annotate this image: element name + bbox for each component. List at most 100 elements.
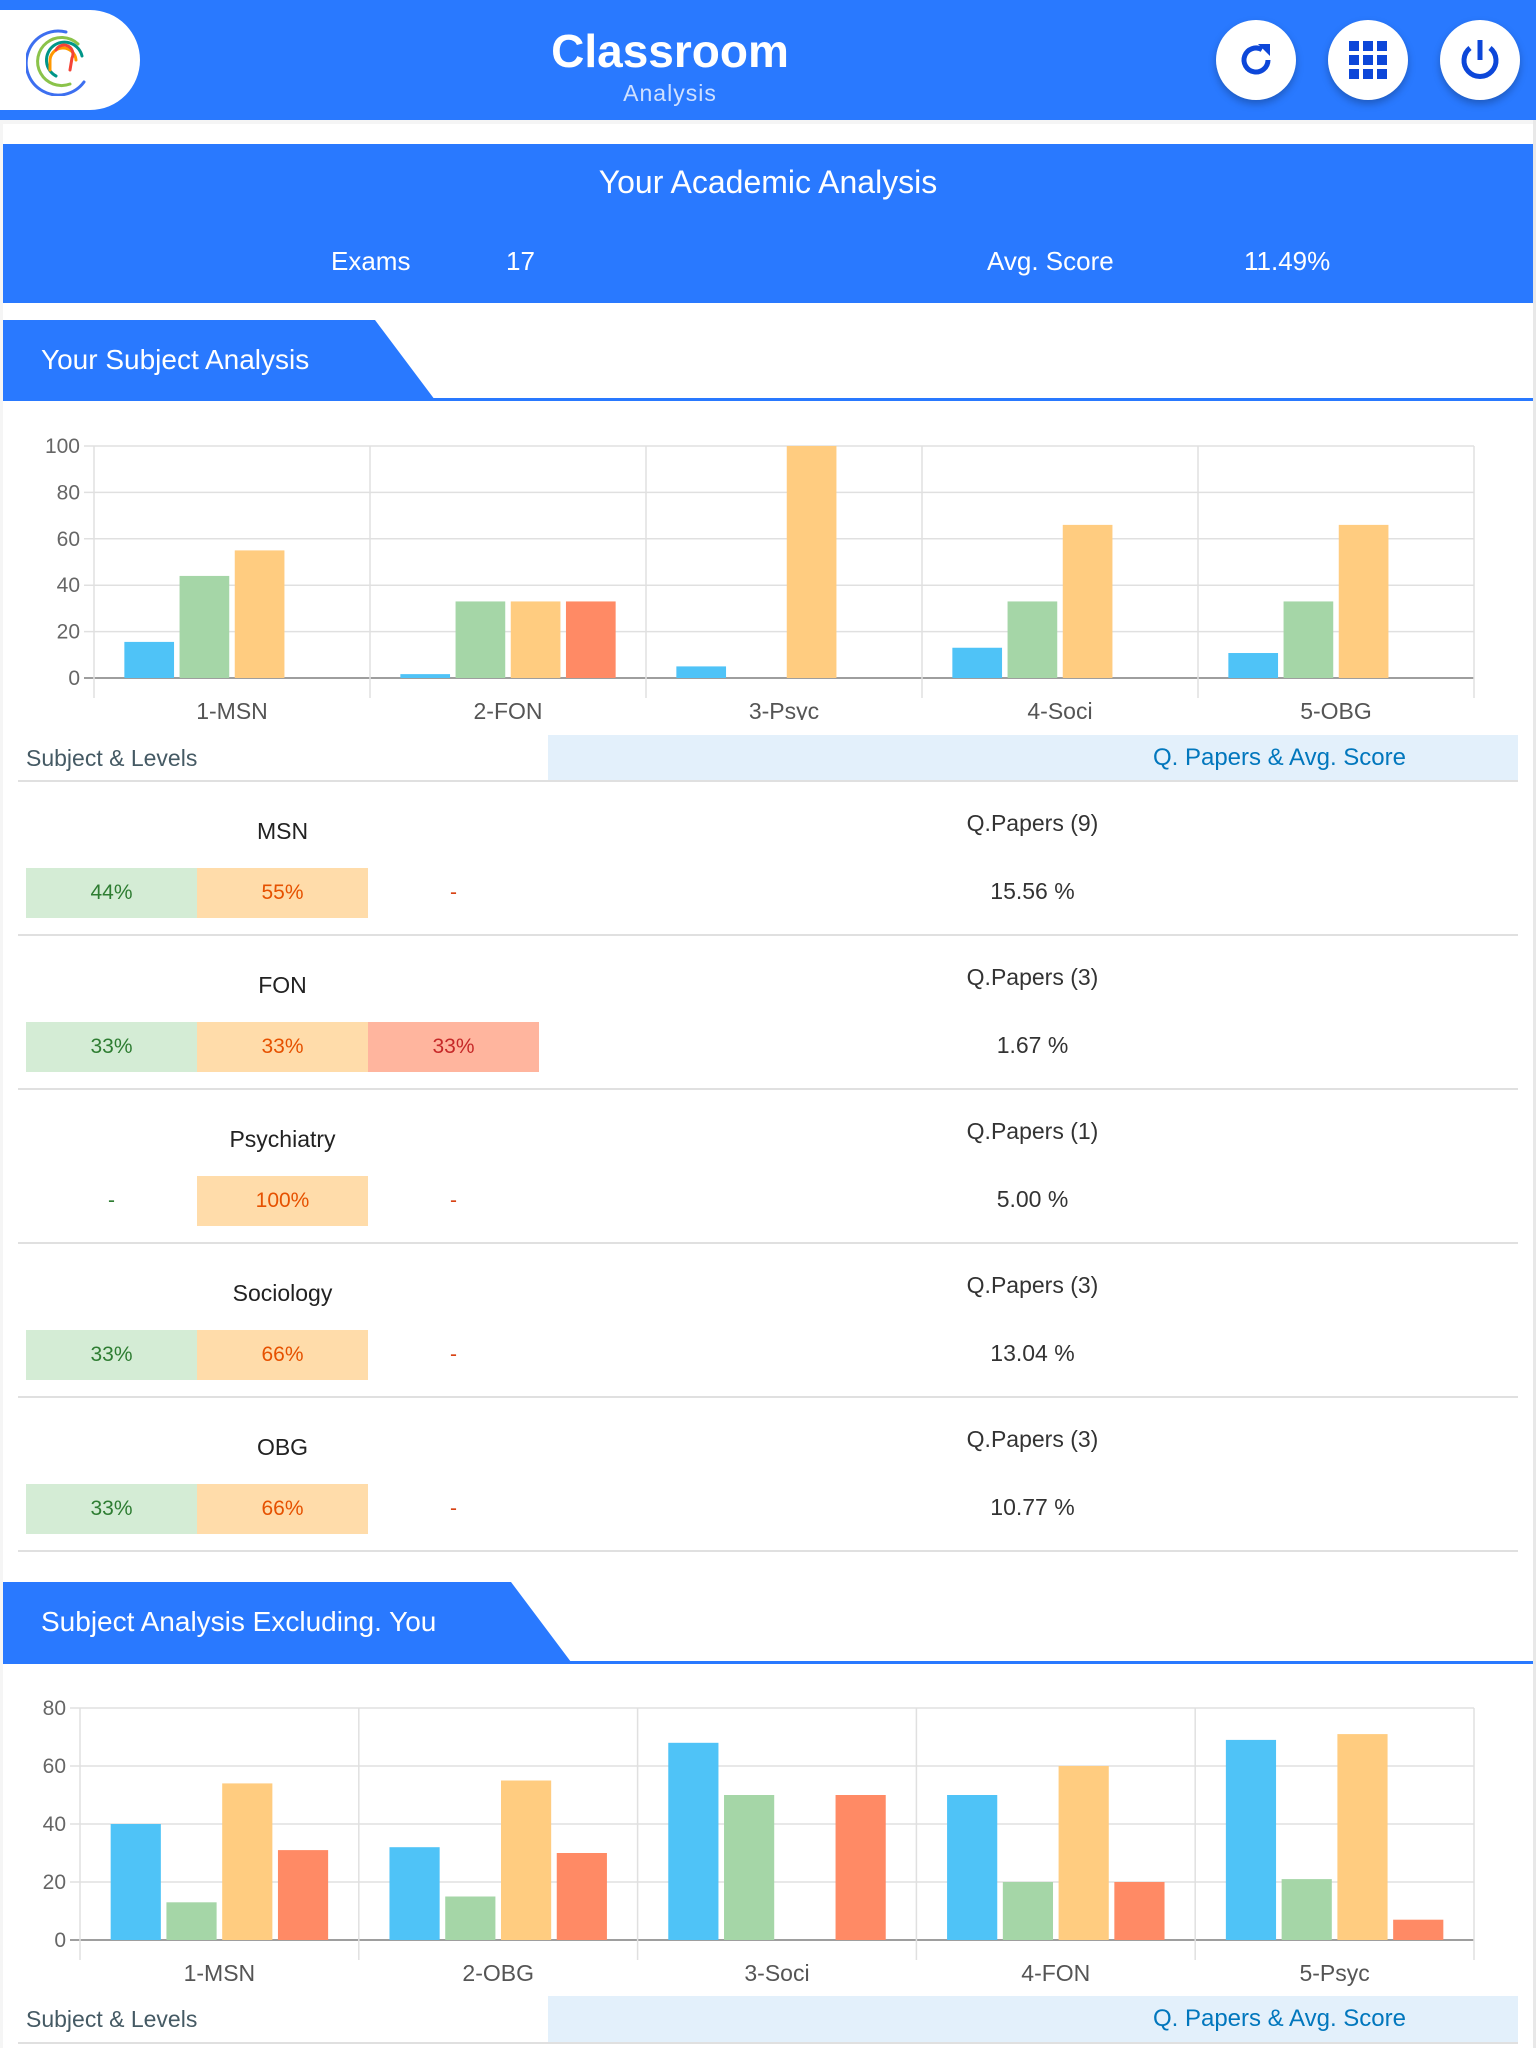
bar-level-1-2-obg[interactable] bbox=[445, 1896, 496, 1941]
x-tick-label: 2-FON bbox=[474, 698, 543, 720]
x-tick-label: 4-Soci bbox=[1027, 698, 1092, 720]
bar-level-1-2-fon[interactable] bbox=[455, 601, 506, 678]
bar-level-1-5-obg[interactable] bbox=[1283, 601, 1334, 678]
subject-name: MSN bbox=[256, 818, 309, 844]
app-subtitle: Analysis bbox=[623, 80, 717, 106]
avg-score: 10.77 % bbox=[990, 1494, 1075, 1520]
x-tick-label: 3-Psyc bbox=[749, 698, 819, 720]
x-tick-label: 1-MSN bbox=[196, 698, 268, 720]
bar-level-3-3-soci[interactable] bbox=[835, 1795, 886, 1940]
level-1-cell: 33% bbox=[26, 1330, 197, 1380]
x-tick-label: 2-OBG bbox=[462, 1960, 534, 1986]
bar-level-2-5-psyc[interactable] bbox=[1337, 1734, 1388, 1940]
subject-analysis-chart: 0 20 40 60 80 100 1-MSN 2-FON 3-Psyc 4-Soci 5-OBG bbox=[45, 435, 1475, 720]
table-divider bbox=[18, 780, 1518, 782]
level-2-cell: 66% bbox=[197, 1330, 368, 1380]
bar-level-2-1-msn[interactable] bbox=[222, 1783, 273, 1940]
bar-level-3-1-msn[interactable] bbox=[277, 1850, 329, 1940]
level-1-cell: 33% bbox=[26, 1022, 197, 1072]
bar-avg-score-3-soci[interactable] bbox=[668, 1742, 719, 1940]
bar-level-3-5-psyc[interactable] bbox=[1393, 1919, 1444, 1940]
bar-avg-score-2-fon[interactable] bbox=[400, 674, 451, 678]
academic-title: Your Academic Analysis bbox=[598, 164, 938, 200]
logo[interactable] bbox=[0, 10, 140, 110]
scrollbar[interactable] bbox=[1533, 120, 1536, 2048]
bar-avg-score-3-psyc[interactable] bbox=[676, 666, 727, 678]
level-3-cell: - bbox=[450, 1497, 457, 1520]
avg-score: 1.67 % bbox=[996, 1032, 1069, 1058]
x-tick-label: 3-Soci bbox=[744, 1960, 809, 1986]
bar-level-2-3-psyc[interactable] bbox=[786, 446, 837, 678]
section-divider bbox=[3, 1661, 1533, 1664]
section-divider bbox=[3, 398, 1533, 401]
table-row[interactable]: FON 33% 33% 33% Q.Papers (3) 1.67 % bbox=[0, 936, 1536, 1090]
avg-score: 13.04 % bbox=[990, 1340, 1075, 1366]
bar-avg-score-4-fon[interactable] bbox=[947, 1795, 998, 1940]
table-divider bbox=[18, 2042, 1518, 2044]
section-title-excluding-you: Subject Analysis Excluding. You bbox=[3, 1582, 571, 1662]
bar-level-1-5-psyc[interactable] bbox=[1281, 1879, 1332, 1940]
bar-avg-score-4-soci[interactable] bbox=[952, 647, 1003, 678]
level-2-cell: 33% bbox=[197, 1022, 368, 1072]
bar-level-2-2-fon[interactable] bbox=[510, 601, 561, 678]
qpapers-count: Q.Papers (3) bbox=[966, 1272, 1099, 1298]
qpapers-count: Q.Papers (1) bbox=[966, 1118, 1099, 1144]
y-tick-label: 20 bbox=[43, 1871, 66, 1894]
apps-button[interactable] bbox=[1328, 20, 1408, 100]
table-row[interactable]: MSN 44% 55% - Q.Papers (9) 15.56 % bbox=[0, 782, 1536, 936]
table-row[interactable]: Sociology 33% 66% - Q.Papers (3) 13.04 % bbox=[0, 1244, 1536, 1398]
y-tick-label: 20 bbox=[57, 621, 80, 644]
exams-value: 17 bbox=[506, 246, 535, 276]
bar-level-3-2-fon[interactable] bbox=[565, 601, 616, 678]
row-divider bbox=[18, 1242, 1518, 1244]
subject-name: OBG bbox=[256, 1434, 309, 1460]
bar-level-2-1-msn[interactable] bbox=[234, 550, 285, 678]
refresh-button[interactable] bbox=[1216, 20, 1296, 100]
bar-level-3-4-fon[interactable] bbox=[1114, 1882, 1165, 1940]
bar-level-1-4-soci[interactable] bbox=[1007, 601, 1058, 678]
bar-avg-score-1-msn[interactable] bbox=[110, 1824, 161, 1940]
bar-level-1-3-soci[interactable] bbox=[724, 1795, 775, 1940]
bar-level-1-1-msn[interactable] bbox=[166, 1902, 217, 1940]
subject-name: Psychiatry bbox=[229, 1126, 336, 1152]
bar-avg-score-1-msn[interactable] bbox=[124, 641, 175, 678]
power-button[interactable] bbox=[1440, 20, 1520, 100]
table-row[interactable]: Psychiatry - 100% - Q.Papers (1) 5.00 % bbox=[0, 1090, 1536, 1244]
bar-level-2-4-soci[interactable] bbox=[1062, 524, 1113, 678]
bar-level-2-5-obg[interactable] bbox=[1338, 524, 1389, 678]
y-tick-label: 0 bbox=[54, 1929, 66, 1952]
row-divider bbox=[18, 1088, 1518, 1090]
x-tick-label: 1-MSN bbox=[184, 1960, 256, 1986]
table-head-subject-levels: Subject & Levels bbox=[26, 745, 198, 771]
table-head-subject-levels: Subject & Levels bbox=[26, 2006, 198, 2032]
section-title-subject-analysis: Your Subject Analysis bbox=[3, 320, 435, 400]
table-row[interactable]: OBG 33% 66% - Q.Papers (3) 10.77 % bbox=[0, 1398, 1536, 1552]
y-tick-label: 40 bbox=[57, 574, 80, 597]
level-3-cell: 33% bbox=[368, 1022, 539, 1072]
bar-avg-score-5-obg[interactable] bbox=[1228, 653, 1279, 678]
bar-level-3-2-obg[interactable] bbox=[556, 1853, 607, 1940]
x-tick-label: 5-Psyc bbox=[1299, 1960, 1369, 1986]
bar-avg-score-5-psyc[interactable] bbox=[1225, 1739, 1277, 1940]
level-1-cell: - bbox=[108, 1189, 115, 1212]
bar-level-2-4-fon[interactable] bbox=[1058, 1766, 1109, 1940]
avg-score: 5.00 % bbox=[996, 1186, 1069, 1212]
bar-level-2-2-obg[interactable] bbox=[500, 1780, 552, 1941]
level-3-cell: - bbox=[450, 881, 457, 904]
avg-score: 15.56 % bbox=[990, 878, 1075, 904]
bar-level-1-4-fon[interactable] bbox=[1002, 1882, 1054, 1940]
subject-name: Sociology bbox=[232, 1280, 333, 1306]
x-tick-label: 5-OBG bbox=[1300, 698, 1372, 720]
row-divider bbox=[18, 934, 1518, 936]
subject-name: FON bbox=[258, 972, 307, 998]
row-divider bbox=[18, 1396, 1518, 1398]
refresh-icon bbox=[1241, 44, 1271, 75]
x-tick-label: 4-FON bbox=[1021, 1960, 1090, 1986]
avg-score-label: Avg. Score bbox=[987, 246, 1114, 276]
bar-level-1-1-msn[interactable] bbox=[179, 575, 230, 678]
level-2-cell: 66% bbox=[197, 1484, 368, 1534]
exams-label: Exams bbox=[331, 246, 411, 276]
table-head-qpapers-score: Q. Papers & Avg. Score bbox=[548, 735, 1518, 781]
bar-avg-score-2-obg[interactable] bbox=[389, 1847, 440, 1940]
avg-score-value: 11.49% bbox=[1244, 246, 1331, 276]
